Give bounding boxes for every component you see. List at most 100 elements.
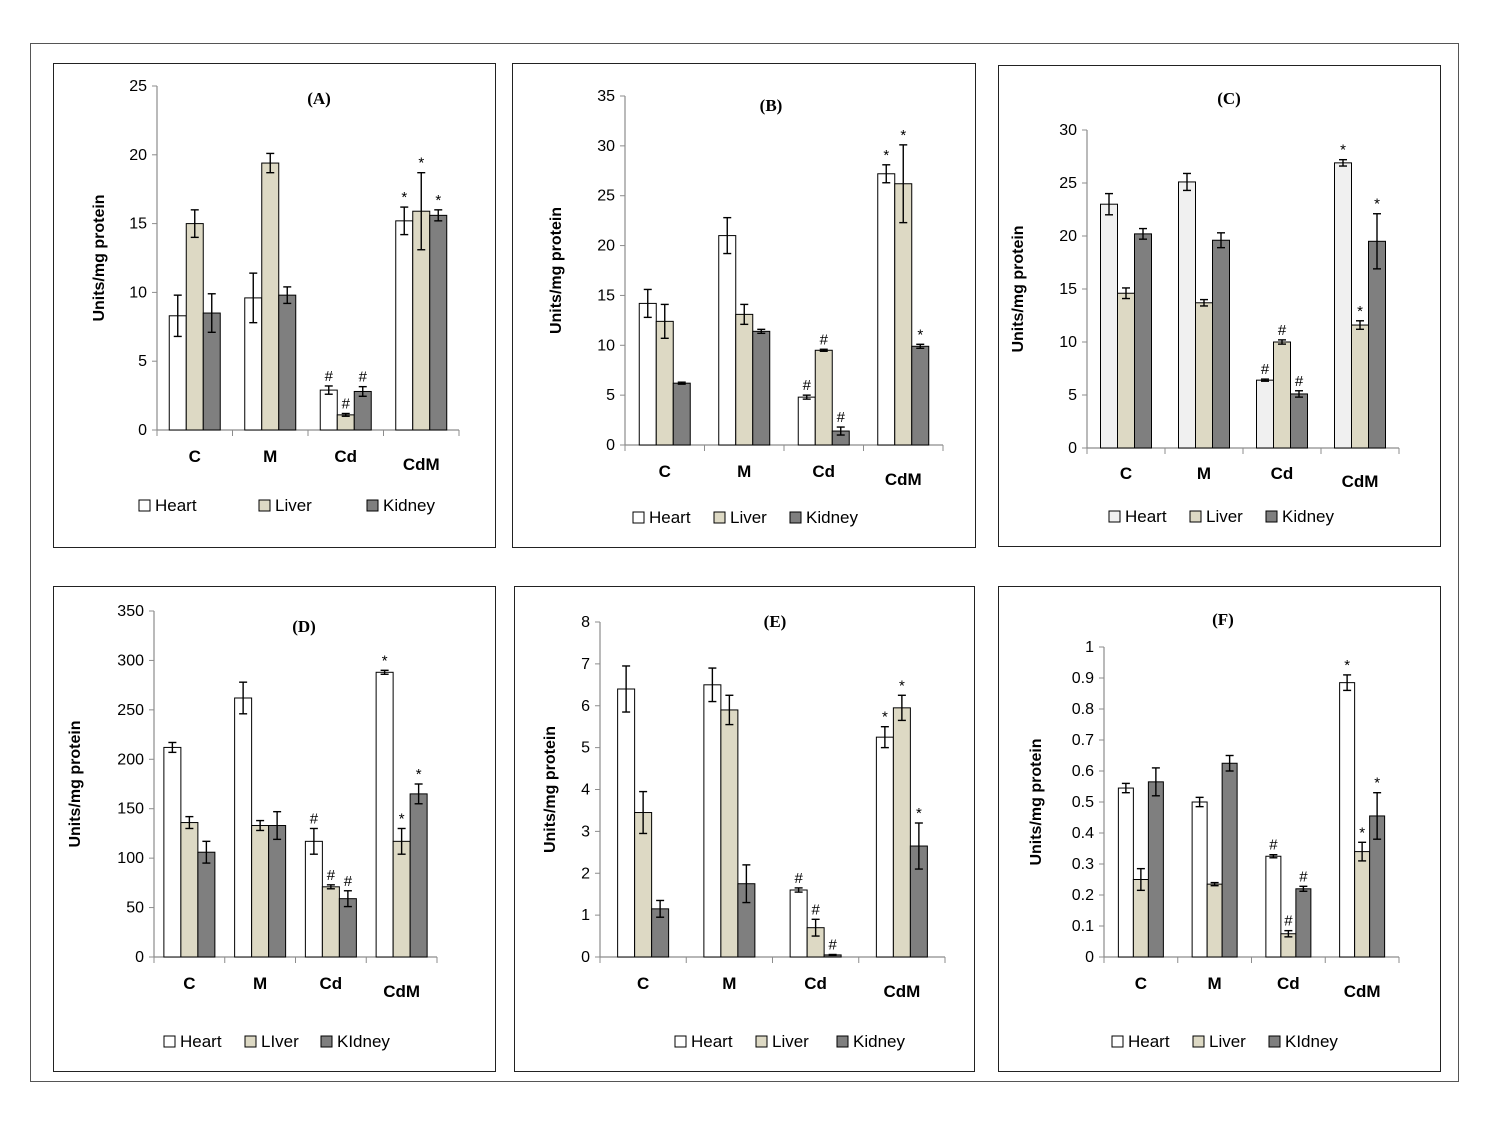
y-tick-label: 5 [1068, 387, 1077, 404]
error-bar [916, 343, 925, 349]
significance-mark: * [899, 677, 905, 694]
legend-swatch-kidney [366, 499, 379, 512]
category-label: M [1208, 974, 1222, 993]
bar-liver-m [251, 825, 270, 958]
y-tick-label: 0.3 [1072, 856, 1094, 873]
bar-liver-cdm [1351, 324, 1369, 449]
y-tick-label: 3 [581, 823, 590, 840]
chart-title: (C) [1217, 89, 1241, 108]
bar-heart-cdm [395, 220, 414, 431]
legend-swatch-liver [258, 499, 271, 512]
y-axis-label: Units/mg protein [542, 726, 559, 853]
error-bar [343, 890, 352, 908]
y-tick-label: 0 [581, 949, 590, 966]
error-bar [400, 206, 409, 236]
legend-label: Heart [649, 508, 691, 527]
y-axis-label: Units/mg protein [548, 207, 565, 334]
bar-kidney-cd [338, 898, 357, 958]
significance-mark: # [325, 368, 334, 385]
y-tick-label: 50 [126, 900, 144, 917]
y-tick-label: 4 [581, 782, 590, 799]
significance-mark: # [342, 395, 351, 412]
y-tick-label: 0 [135, 949, 144, 966]
y-tick-label: 10 [597, 337, 615, 354]
bar-kidney-m [1212, 239, 1230, 449]
legend-swatch-liver [1189, 510, 1202, 523]
legend-swatch-liver [1192, 1035, 1205, 1048]
significance-mark: # [828, 936, 837, 953]
error-bar [1210, 881, 1219, 887]
y-tick-label: 20 [597, 238, 615, 255]
significance-mark: # [1284, 913, 1293, 930]
legend-label: LIver [261, 1032, 299, 1051]
bar-kidney-cdm [1368, 240, 1386, 449]
error-bar [202, 840, 211, 864]
significance-mark: # [1261, 361, 1270, 378]
error-bar [309, 827, 318, 855]
y-tick-label: 100 [117, 850, 144, 867]
error-bar [660, 303, 669, 340]
y-tick-label: 35 [597, 88, 615, 105]
bar-kidney-c [197, 851, 216, 958]
y-tick-label: 250 [117, 702, 144, 719]
bar-heart-cdm [1339, 682, 1356, 958]
category-label: M [263, 447, 277, 466]
bar-heart-cd [1256, 379, 1274, 449]
category-label: M [1197, 464, 1211, 483]
bar-heart-cd [304, 840, 323, 958]
category-label: Cd [1277, 974, 1300, 993]
error-bar [723, 216, 732, 255]
error-bar [725, 694, 734, 726]
y-tick-label: 15 [597, 287, 615, 304]
error-bar [434, 209, 443, 222]
error-bar [1358, 841, 1367, 862]
category-label: C [637, 974, 649, 993]
bar-kidney-m [278, 294, 297, 431]
error-bar [1121, 782, 1130, 794]
chart-title: (D) [292, 617, 316, 636]
legend-swatch-liver [713, 511, 726, 524]
legend-label: Heart [691, 1032, 733, 1051]
bar-liver-cd [814, 349, 833, 446]
bar-liver-m [261, 162, 280, 431]
y-tick-label: 0.2 [1072, 887, 1094, 904]
bar-kidney-cdm [429, 214, 448, 431]
legend-swatch-heart [632, 511, 645, 524]
y-tick-label: 5 [138, 353, 147, 370]
bar-heart-m [1191, 801, 1208, 958]
bar-kidney-cd [1295, 888, 1312, 958]
y-tick-label: 25 [129, 78, 147, 95]
category-label: Cd [1271, 464, 1294, 483]
bar-heart-c [1100, 203, 1118, 449]
legend-label: Kidney [853, 1032, 905, 1051]
significance-mark: # [344, 873, 353, 890]
significance-mark: * [1374, 775, 1380, 792]
error-bar [249, 272, 258, 324]
bar-liver-m [1195, 302, 1213, 449]
bar-heart-cdm [375, 671, 394, 958]
error-bar [836, 426, 845, 436]
error-bar [757, 328, 766, 335]
significance-mark: * [416, 766, 422, 783]
chart-title: (A) [307, 89, 331, 108]
bar-liver-m [720, 709, 739, 958]
error-bar [1284, 929, 1293, 938]
significance-mark: * [900, 127, 906, 144]
significance-mark: * [917, 326, 923, 343]
error-bar [326, 884, 335, 890]
category-label: CdM [885, 470, 922, 489]
error-bar [256, 819, 265, 832]
y-tick-label: 300 [117, 652, 144, 669]
legend-swatch-kidney [1268, 1035, 1281, 1048]
y-axis-label: Units/mg protein [1010, 225, 1027, 352]
y-tick-label: 2 [581, 865, 590, 882]
significance-mark: * [399, 810, 405, 827]
error-bar [1136, 867, 1145, 892]
significance-mark: # [820, 331, 829, 348]
bar-heart-c [638, 302, 657, 446]
category-label: CdM [403, 455, 440, 474]
y-tick-label: 10 [1059, 334, 1077, 351]
error-bar [1261, 378, 1269, 382]
error-bar [1373, 791, 1382, 840]
error-bar [324, 385, 333, 395]
